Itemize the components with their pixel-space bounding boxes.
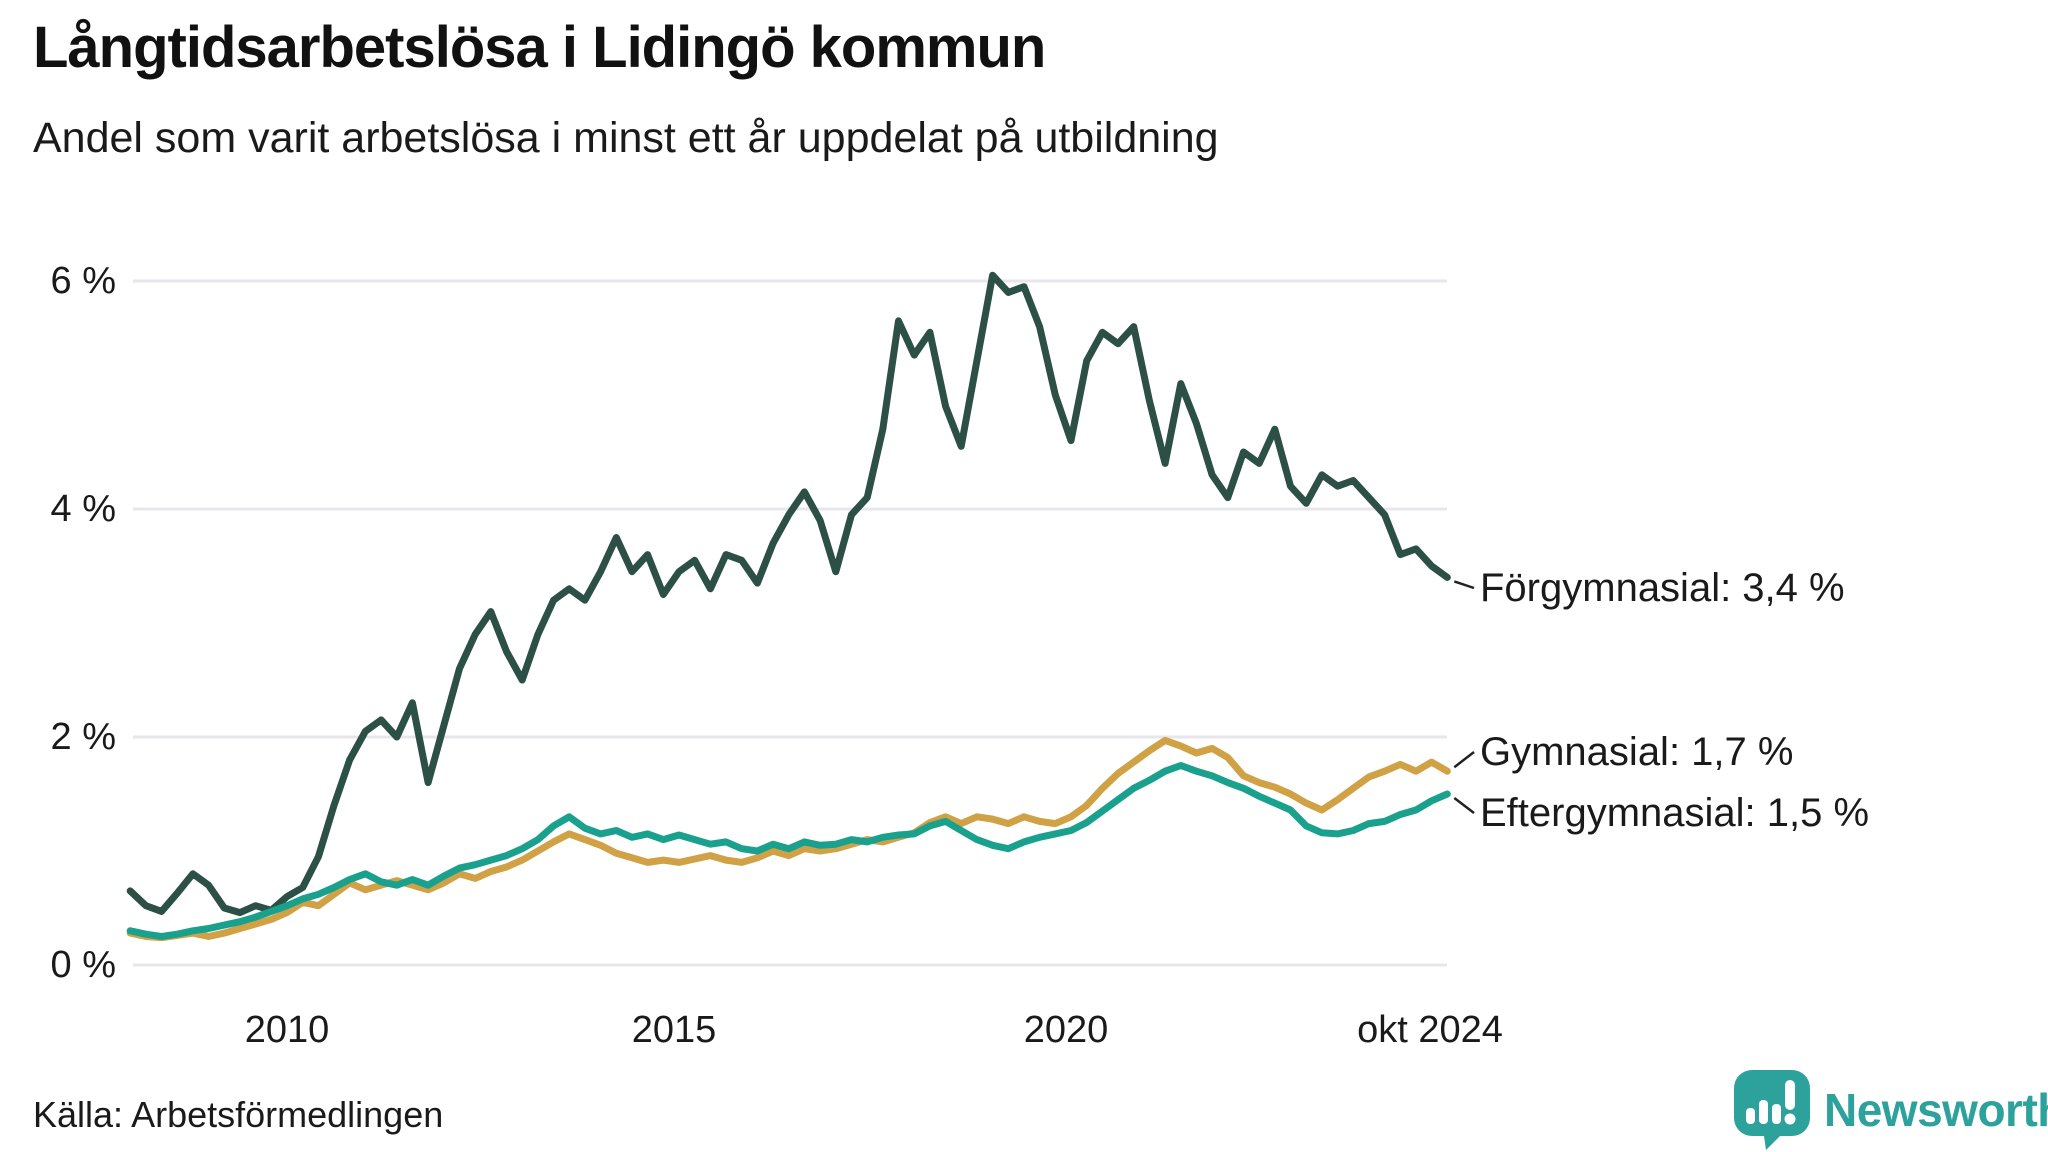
x-axis-tick-label: 2010 [244,1009,330,1051]
series-end-label-forgymnasial: Förgymnasial: 3,4 % [1480,566,1845,610]
newsworthy-logo-icon [1734,1070,1810,1150]
page-title: Långtidsarbetslösa i Lidingö kommun [33,15,1046,80]
source-note: Källa: Arbetsförmedlingen [33,1094,444,1135]
x-axis-tick-label: 2015 [631,1009,717,1051]
newsworthy-logo: Newsworthy [1734,1070,2048,1150]
x-axis-tick-label: okt 2024 [1357,1009,1503,1051]
newsworthy-logo-text: Newsworthy [1824,1084,2048,1136]
y-axis-tick-label: 0 % [50,944,116,986]
series-end-label-eftergymnasial: Eftergymnasial: 1,5 % [1480,791,1870,835]
y-axis-tick-label: 2 % [50,716,116,758]
y-axis-tick-label: 6 % [50,260,116,302]
series-end-label-gymnasial: Gymnasial: 1,7 % [1480,730,1794,774]
y-axis-tick-label: 4 % [50,488,116,530]
page-subtitle: Andel som varit arbetslösa i minst ett å… [33,114,1219,162]
x-axis-tick-label: 2020 [1023,1009,1109,1051]
